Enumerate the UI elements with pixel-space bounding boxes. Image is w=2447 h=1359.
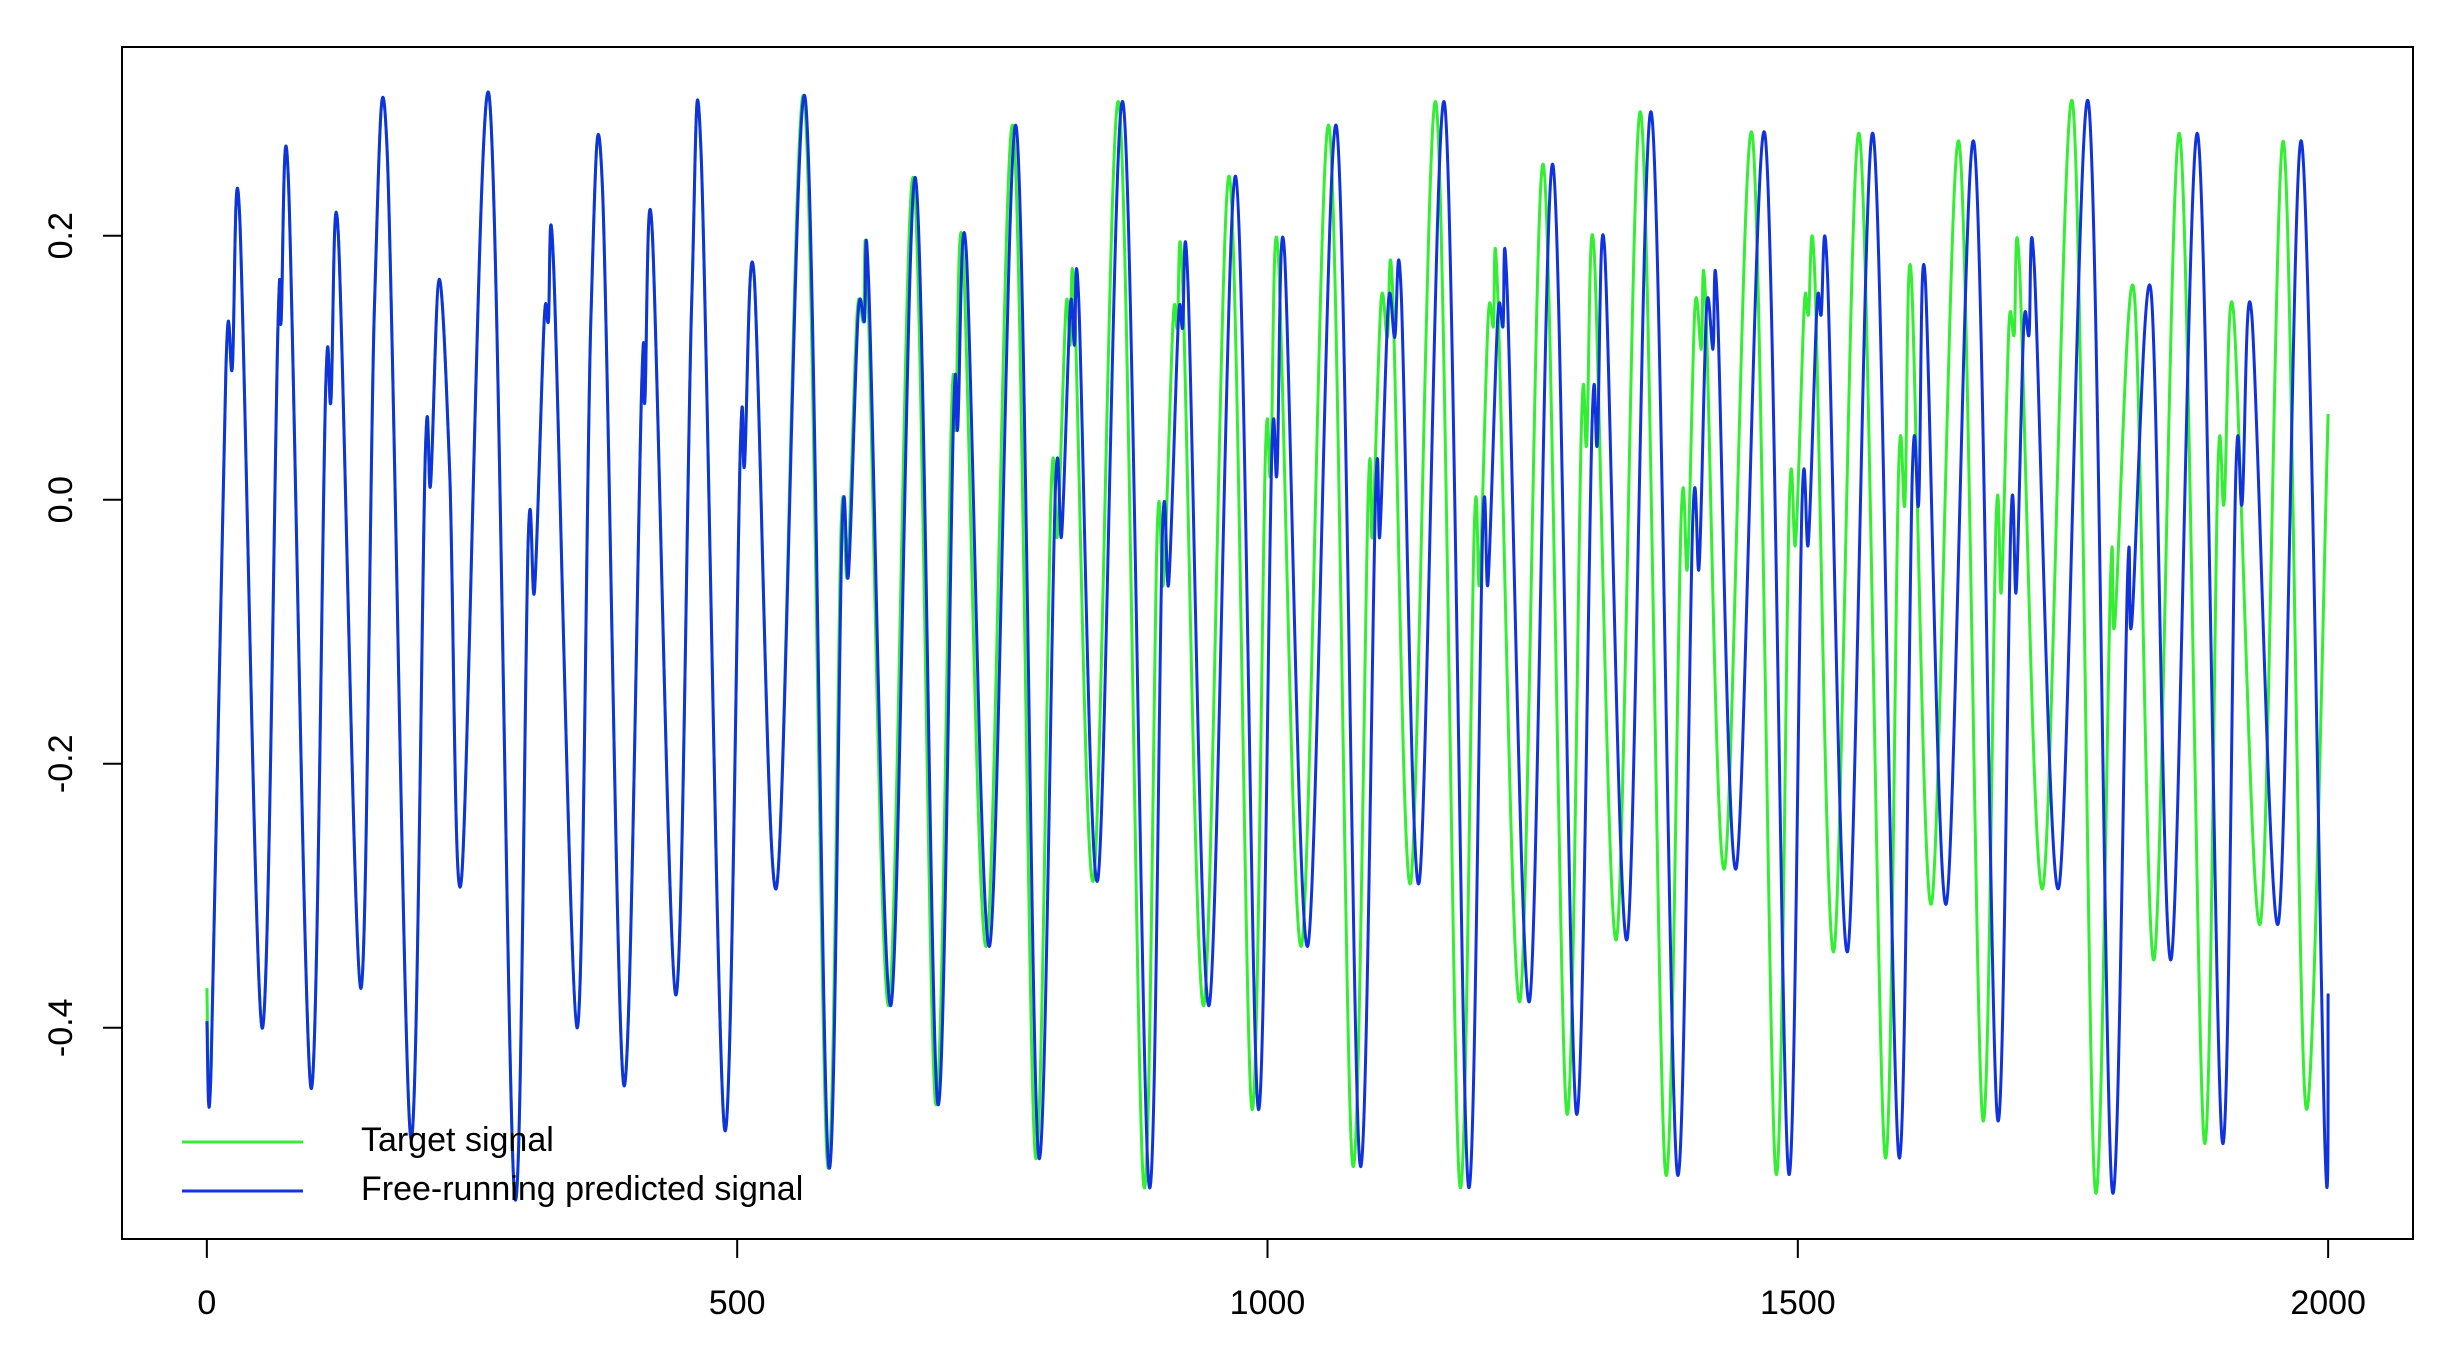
series-line xyxy=(205,90,2330,1202)
y-tick-label: -0.4 xyxy=(42,998,80,1057)
x-tick-label: 1500 xyxy=(1760,1284,1836,1322)
legend-label: Target signal xyxy=(361,1121,554,1159)
y-tick-label: 0.0 xyxy=(42,476,80,523)
x-tick-label: 2000 xyxy=(2290,1284,2366,1322)
x-tick-label: 0 xyxy=(197,1284,216,1322)
x-tick-label: 500 xyxy=(709,1284,766,1322)
y-tick-label: -0.2 xyxy=(42,734,80,793)
legend-label: Free-running predicted signal xyxy=(361,1170,803,1208)
y-tick-label: 0.2 xyxy=(42,212,80,259)
x-tick-label: 1000 xyxy=(1230,1284,1306,1322)
